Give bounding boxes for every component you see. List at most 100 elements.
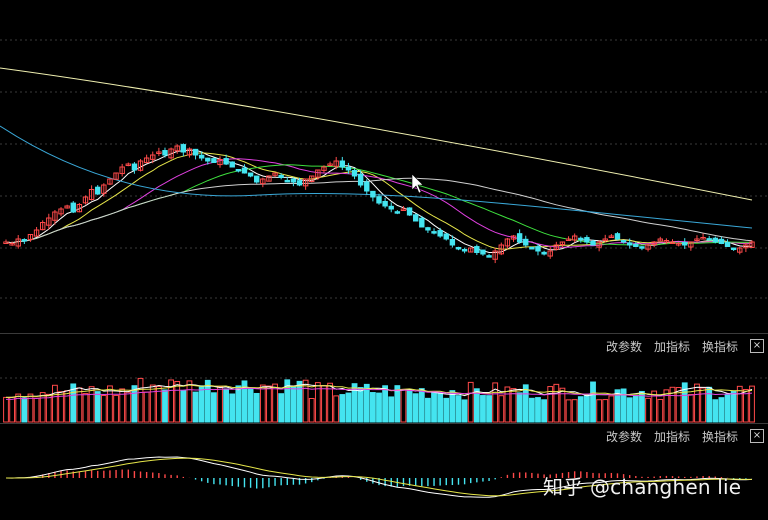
candle-body	[113, 172, 119, 180]
volume-bar	[162, 389, 168, 423]
panel-divider-2	[0, 423, 768, 424]
volume-bar	[302, 379, 309, 423]
candle-body	[382, 200, 388, 207]
close-icon[interactable]: ×	[750, 429, 764, 443]
volume-bar	[223, 388, 230, 423]
macd-dea-line	[6, 457, 752, 497]
candle-body	[70, 202, 76, 213]
volume-bar	[425, 397, 431, 423]
candle-body	[639, 246, 645, 249]
volume-bar	[33, 397, 40, 423]
volume-bar	[718, 397, 725, 423]
volume-bar	[694, 383, 700, 423]
volume-bar	[45, 393, 52, 423]
volume-bar	[58, 391, 64, 423]
volume-bar	[626, 397, 633, 423]
volume-bar	[663, 389, 670, 423]
candle-body	[290, 178, 297, 183]
volume-bar	[749, 385, 755, 423]
volume-bar	[418, 388, 425, 423]
candle-body	[143, 157, 150, 164]
volume-bar	[400, 389, 407, 423]
volume-bar	[253, 392, 260, 423]
volume-bar	[192, 391, 199, 423]
candle-body	[95, 186, 101, 195]
candle-body	[706, 238, 712, 241]
candle-body	[730, 247, 737, 251]
volume-bar	[284, 379, 291, 423]
volume-bar	[431, 391, 437, 423]
candle-body	[88, 189, 95, 201]
volume-bar	[736, 385, 743, 423]
candle-body	[388, 205, 394, 210]
candle-body	[584, 237, 590, 243]
candle-body	[339, 160, 346, 168]
volume-bar	[180, 389, 187, 423]
volume-bar	[321, 385, 327, 423]
volume-bar	[198, 385, 205, 423]
add-indicator-button[interactable]: 加指标	[653, 429, 690, 444]
volume-bar	[675, 387, 682, 423]
volume-bar	[107, 385, 113, 423]
candle-body	[645, 244, 651, 250]
volume-bar	[608, 395, 615, 423]
candle-body	[9, 243, 15, 246]
volume-bar	[492, 382, 499, 423]
edit-params-button[interactable]: 改参数	[605, 429, 642, 444]
candle-body	[663, 240, 670, 243]
volume-bar	[541, 399, 547, 423]
candle-body	[302, 178, 309, 187]
candle-body	[394, 211, 401, 214]
ma120-line	[0, 125, 753, 229]
volume-bar	[473, 388, 480, 423]
switch-indicator-button[interactable]: 换指标	[701, 339, 738, 354]
volume-bar	[449, 390, 456, 423]
volume-bar	[577, 396, 584, 423]
volume-bar	[351, 383, 358, 423]
candle-body	[614, 233, 621, 240]
candle-body	[578, 237, 584, 241]
macd-dif-line	[5, 456, 753, 498]
volume-bar	[437, 392, 444, 423]
candle-body	[437, 230, 443, 237]
volume-bar	[651, 390, 658, 423]
volume-bar	[504, 386, 511, 423]
candle-body	[119, 166, 125, 175]
candle-body	[724, 241, 731, 248]
candle-body	[82, 196, 89, 204]
candle-body	[180, 144, 187, 153]
volume-bar	[522, 384, 529, 423]
candle-body	[504, 238, 511, 247]
candle-body	[737, 247, 743, 253]
volume-bar	[229, 393, 236, 423]
candle-body	[321, 166, 327, 171]
volume-bar	[669, 386, 676, 423]
volume-bar	[27, 393, 34, 423]
candle-body	[627, 242, 633, 246]
volume-bar	[687, 394, 694, 423]
candle-body	[235, 169, 242, 172]
candle-body	[590, 240, 596, 246]
volume-bar	[155, 385, 162, 423]
edit-params-button[interactable]: 改参数	[605, 339, 642, 354]
volume-bar	[174, 381, 181, 423]
candle-body	[327, 163, 333, 166]
volume-bar	[217, 386, 223, 423]
candle-body	[406, 207, 413, 216]
volume-bar	[235, 385, 242, 423]
switch-indicator-button[interactable]: 换指标	[701, 429, 738, 444]
volume-bar	[620, 388, 627, 423]
volume-bar	[82, 393, 89, 423]
close-icon[interactable]: ×	[750, 339, 764, 353]
volume-bar	[742, 389, 749, 423]
candle-body	[400, 208, 407, 211]
volume-bar	[143, 391, 150, 423]
volume-bar	[137, 377, 144, 423]
add-indicator-button[interactable]: 加指标	[653, 339, 690, 354]
candle-body	[541, 251, 547, 255]
candle-body	[455, 246, 462, 250]
volume-bar	[272, 383, 278, 423]
volume-bar	[645, 397, 651, 423]
candle-body	[486, 255, 492, 258]
volume-bar	[724, 393, 731, 423]
